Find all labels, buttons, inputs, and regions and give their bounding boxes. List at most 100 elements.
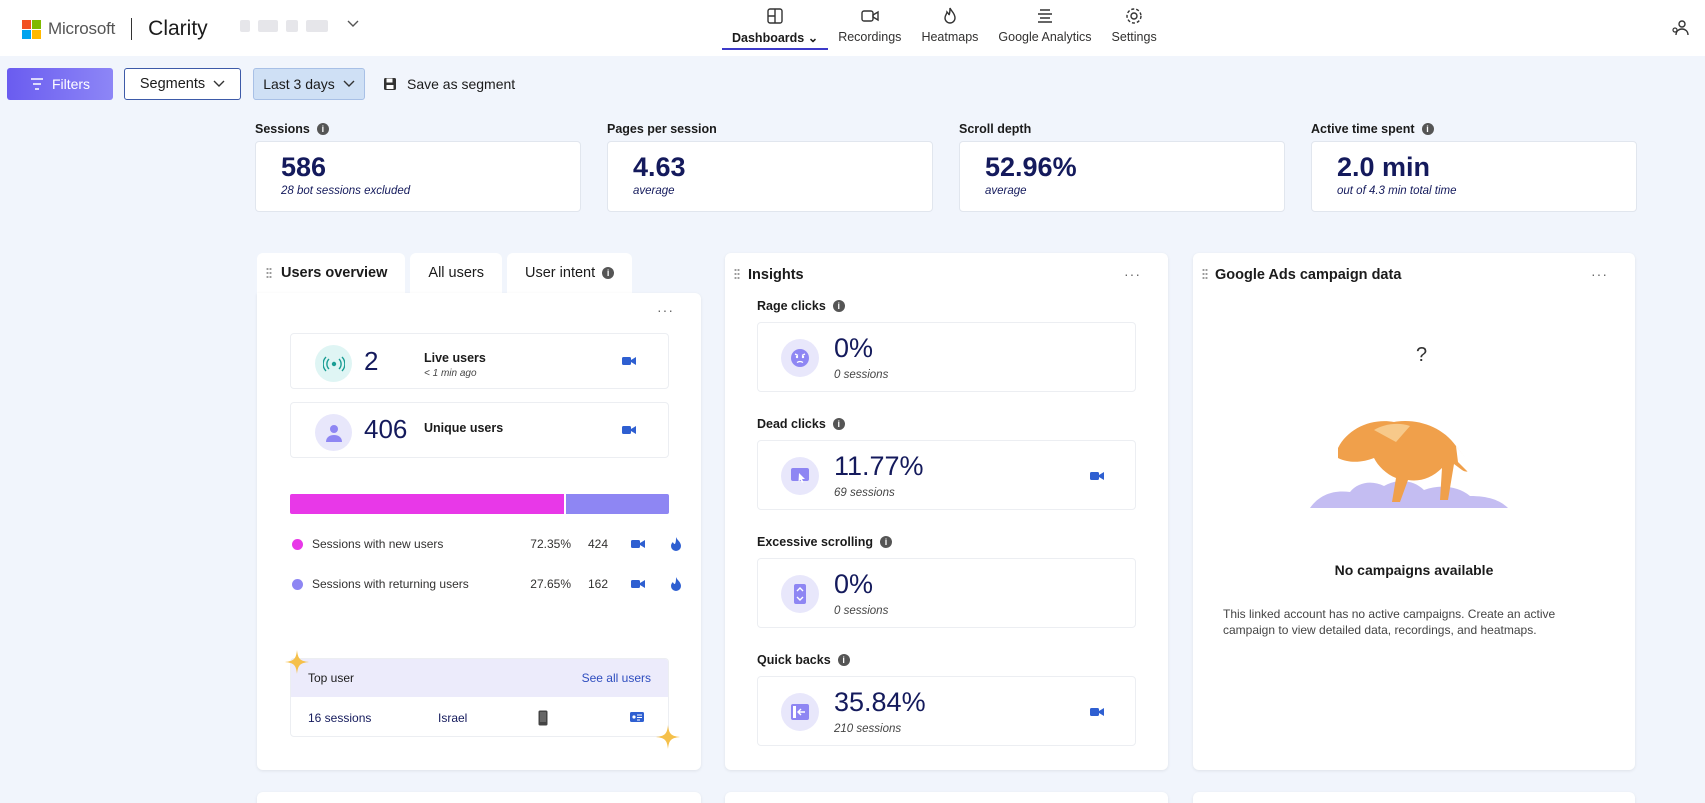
excessive-scrolling-value: 0% (834, 569, 874, 599)
filter-toolbar: Filters Segments Last 3 days Save as seg… (7, 68, 515, 100)
video-camera-icon[interactable] (622, 356, 636, 366)
dead-clicks-sub: 69 sessions (834, 487, 895, 499)
product-name: Clarity (148, 17, 208, 40)
nav-recordings[interactable]: Recordings (828, 6, 911, 50)
brand-name: Microsoft (48, 19, 116, 38)
nav-google-analytics[interactable]: Google Analytics (988, 6, 1101, 50)
drag-handle-icon[interactable] (266, 267, 272, 279)
video-camera-icon[interactable] (622, 425, 636, 435)
drag-handle-icon[interactable] (1202, 268, 1208, 280)
info-icon[interactable]: i (1421, 123, 1434, 135)
nav-dashboards[interactable]: Dashboards ⌄ (722, 6, 829, 50)
live-users-label: Live users (424, 351, 486, 365)
sessions-split-bar (290, 494, 669, 514)
analytics-icon (1037, 9, 1052, 23)
nav-label: Heatmaps (921, 30, 979, 44)
save-disk-icon (384, 78, 396, 90)
excessive-scrolling-box[interactable]: 0% 0 sessions (757, 558, 1136, 628)
sessions-returning-users-row: Sessions with returning users 27.65% 162 (292, 576, 682, 592)
metric-card-active-time: 2.0 min out of 4.3 min total time (1311, 141, 1637, 212)
metric-value: 2.0 min (1337, 152, 1431, 182)
metric-value: 586 (281, 152, 327, 182)
nav-heatmaps[interactable]: Heatmaps (911, 6, 988, 50)
legend-dot (292, 538, 303, 550)
metric-sub: 28 bot sessions excluded (281, 184, 411, 197)
info-icon[interactable]: i (832, 300, 845, 312)
top-user-country: Israel (438, 710, 468, 725)
row-label: Sessions with returning users (312, 577, 469, 591)
chevron-down-icon (213, 80, 225, 87)
filter-lines-icon (30, 78, 43, 90)
video-camera-icon[interactable] (1090, 471, 1104, 481)
nav-label: Google Analytics (998, 30, 1092, 44)
live-users-sub: < 1 min ago (424, 368, 477, 379)
metric-card-pages: 4.63 average (607, 141, 933, 212)
flame-icon[interactable] (670, 577, 682, 591)
id-card-icon[interactable] (630, 711, 644, 723)
live-users-box: 2 Live users < 1 min ago (290, 333, 669, 389)
tab-users-overview[interactable]: Users overview (257, 253, 406, 293)
row-count: 162 (587, 577, 608, 591)
video-camera-icon[interactable] (1090, 707, 1104, 717)
more-options-icon[interactable]: ··· (1591, 266, 1608, 282)
nav-settings[interactable]: Settings (1102, 6, 1167, 50)
users-tabs: Users overview All users User intent i (257, 253, 633, 293)
top-bar: Microsoft Clarity Dashboards ⌄ Recording… (0, 0, 1705, 56)
microsoft-logo[interactable]: Microsoft Clarity (22, 17, 208, 41)
info-icon[interactable]: i (837, 654, 850, 666)
info-icon[interactable]: i (832, 418, 845, 430)
tab-user-intent[interactable]: User intent i (507, 253, 633, 293)
account-icon[interactable] (1670, 18, 1690, 38)
dashboard-icon (767, 8, 783, 24)
next-card-peek (1193, 792, 1635, 803)
video-camera-icon[interactable] (631, 539, 645, 549)
no-campaigns-description: This linked account has no active campai… (1223, 607, 1556, 637)
save-segment-button[interactable]: Save as segment (383, 68, 515, 100)
info-icon[interactable]: i (880, 536, 893, 548)
flame-icon[interactable] (670, 537, 682, 551)
back-arrow-icon (781, 693, 819, 731)
metric-label-pages: Pages per session (607, 122, 717, 136)
dead-clicks-label: Dead clicks i (757, 417, 845, 431)
more-options-icon[interactable]: ··· (657, 302, 674, 318)
next-card-peek (257, 792, 701, 803)
segments-button[interactable]: Segments (124, 68, 241, 100)
row-label: Sessions with new users (312, 537, 444, 551)
tab-all-users[interactable]: All users (410, 253, 503, 293)
row-count: 424 (587, 537, 608, 551)
info-icon[interactable]: i (602, 267, 615, 279)
rage-clicks-label: Rage clicks i (757, 299, 845, 313)
video-camera-icon[interactable] (631, 579, 645, 589)
metric-label-scroll: Scroll depth (959, 122, 1032, 136)
filters-button[interactable]: Filters (7, 68, 113, 100)
see-all-users-link[interactable]: See all users (581, 671, 651, 685)
quick-backs-box[interactable]: 35.84% 210 sessions (757, 676, 1136, 746)
top-user-row[interactable]: 16 sessions Israel (291, 697, 668, 736)
info-icon[interactable]: i (316, 123, 329, 135)
chevron-down-icon (343, 80, 355, 87)
new-users-bar-segment[interactable] (290, 494, 564, 514)
sparkle-icon (656, 725, 680, 749)
main-nav: Dashboards ⌄ Recordings Heatmaps Google … (722, 6, 1167, 50)
angry-face-icon (781, 339, 819, 377)
next-card-peek (725, 792, 1168, 803)
segments-label: Segments (139, 76, 206, 92)
rage-clicks-box[interactable]: 0% 0 sessions (757, 322, 1136, 392)
row-percent: 72.35% (530, 537, 571, 551)
returning-users-bar-segment[interactable] (564, 494, 669, 514)
nav-label: Settings (1111, 30, 1157, 44)
quick-backs-value: 35.84% (834, 687, 926, 717)
chevron-down-icon[interactable] (346, 16, 360, 30)
quick-backs-label: Quick backs i (757, 653, 850, 667)
dead-clicks-box[interactable]: 11.77% 69 sessions (757, 440, 1136, 510)
project-name-blurred[interactable] (240, 16, 340, 36)
date-range-button[interactable]: Last 3 days (253, 68, 365, 100)
live-signal-icon (315, 345, 352, 382)
metric-value: 4.63 (633, 152, 686, 182)
excessive-scrolling-label: Excessive scrolling i (757, 535, 893, 549)
scroll-icon (781, 575, 819, 613)
drag-handle-icon[interactable] (734, 268, 740, 280)
save-segment-label: Save as segment (407, 76, 516, 92)
more-options-icon[interactable]: ··· (1124, 266, 1141, 282)
dead-clicks-value: 11.77% (834, 451, 924, 481)
